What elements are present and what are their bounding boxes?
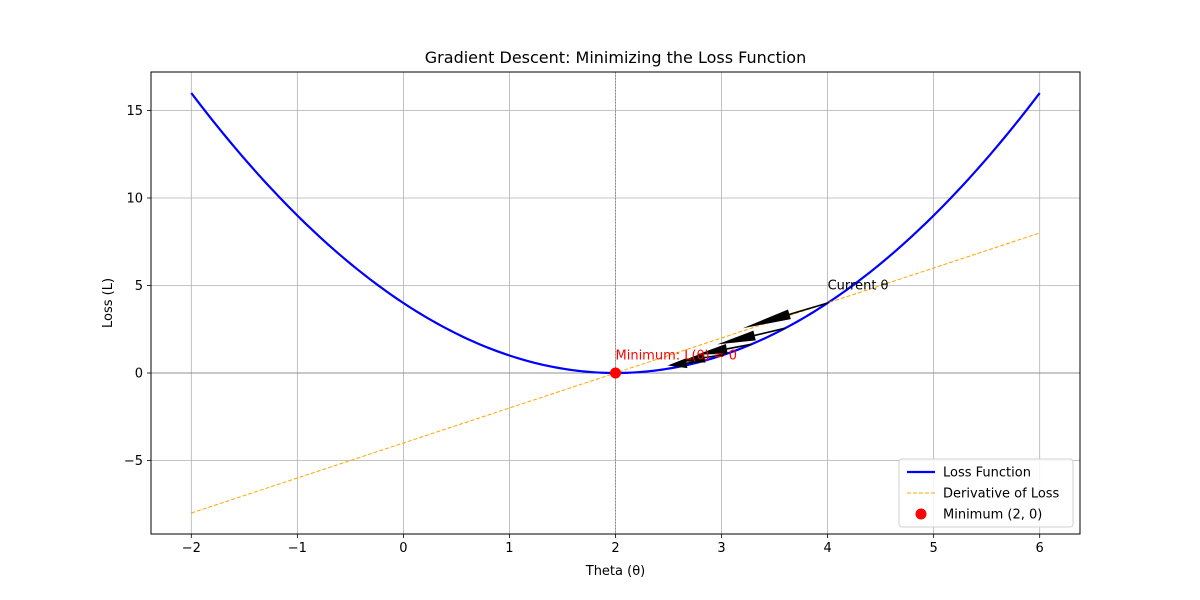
gradient-step-arrow xyxy=(717,327,786,345)
x-axis-label: Theta (θ) xyxy=(585,564,645,579)
annotation-label: Minimum: L(θ) = 0 xyxy=(616,349,738,364)
x-tick-label: −1 xyxy=(288,541,307,556)
annotation-label: Current θ xyxy=(828,279,889,294)
series-layer xyxy=(190,92,1041,514)
legend-label: Loss Function xyxy=(943,466,1031,481)
x-tick-label: 2 xyxy=(611,541,619,556)
annotations: Current θ Minimum: L(θ) = 0 xyxy=(616,279,889,364)
x-tick-label: 1 xyxy=(505,541,513,556)
legend-item: Derivative of Loss xyxy=(907,487,1060,502)
gradient-step-arrow xyxy=(667,358,703,369)
y-tick-label: −5 xyxy=(124,454,143,469)
y-tick-label: 0 xyxy=(135,367,143,382)
x-tick-label: 6 xyxy=(1036,541,1044,556)
y-axis-label: Loss (L) xyxy=(101,278,116,328)
legend-item: Loss Function xyxy=(907,466,1031,481)
legend-item: Minimum (2, 0) xyxy=(915,508,1042,523)
y-tick-label: 10 xyxy=(126,192,143,207)
gradient-step-arrows xyxy=(667,302,828,369)
legend-label: Minimum (2, 0) xyxy=(943,508,1042,523)
x-axis-ticks: −2 −1 0 1 2 3 4 5 6 xyxy=(182,534,1044,556)
y-tick-label: 5 xyxy=(135,279,143,294)
x-tick-label: 3 xyxy=(717,541,725,556)
chart-title: Gradient Descent: Minimizing the Loss Fu… xyxy=(425,48,806,67)
legend-box xyxy=(898,458,1074,528)
gradient-step-arrow xyxy=(696,343,752,355)
gradient-step-arrow xyxy=(680,352,725,363)
x-tick-label: 4 xyxy=(823,541,831,556)
gradient-step-arrow xyxy=(742,302,828,329)
x-tick-label: 5 xyxy=(930,541,938,556)
legend-label: Derivative of Loss xyxy=(943,487,1060,502)
x-tick-label: 0 xyxy=(399,541,407,556)
minimum-point xyxy=(610,367,621,379)
y-tick-label: 15 xyxy=(126,104,143,119)
x-tick-label: −2 xyxy=(182,541,201,556)
legend: Loss Function Derivative of Loss Minimum (… xyxy=(898,458,1074,528)
y-axis-ticks: −5 0 5 10 15 xyxy=(124,104,151,469)
